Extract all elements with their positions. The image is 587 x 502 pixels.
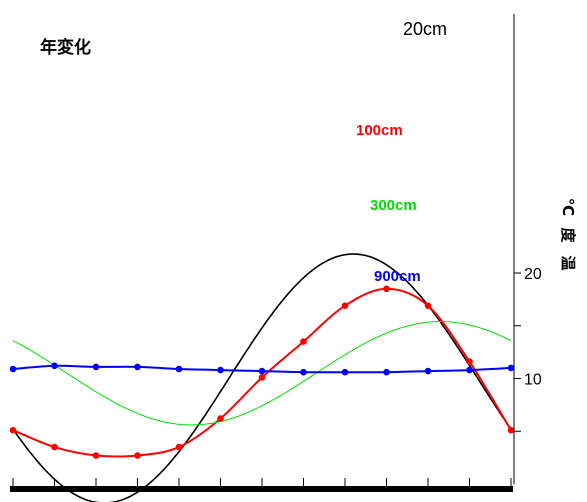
data-point-100cm-12 [507,426,515,434]
series-label-100cm: 100cm [356,122,403,139]
data-point-100cm-3 [134,452,141,459]
y-axis-label: ℃ 度温 [559,198,577,271]
data-point-900cm-11 [466,366,473,374]
data-point-900cm-2 [92,363,100,371]
data-point-900cm-8 [341,368,349,376]
marker-layer [9,285,515,459]
data-point-100cm-0 [9,426,17,434]
data-point-900cm-9 [383,368,390,376]
data-point-900cm-10 [424,367,432,375]
y-tick-label-20: 20 [524,266,542,283]
y-tick-label-10: 10 [524,372,542,389]
data-point-100cm-2 [92,452,100,459]
y-axis-label-char: 度 [559,227,577,243]
chart-title: 年変化 [40,37,91,57]
data-point-900cm-7 [300,368,307,376]
series-label-300cm: 300cm [370,197,417,214]
data-point-900cm-6 [258,367,266,375]
data-point-900cm-3 [134,363,141,371]
data-point-100cm-6 [258,374,266,381]
y-axis-label-char: 温 [559,255,576,270]
x-axis-bar [10,486,513,492]
data-point-900cm-4 [175,365,183,373]
series-line-300cm [12,321,512,426]
data-point-100cm-9 [383,285,390,293]
data-point-900cm-1 [51,362,58,370]
data-point-900cm-5 [217,366,224,374]
y-axis-label-char: ℃ [559,198,576,216]
data-point-100cm-10 [424,302,432,310]
data-point-100cm-8 [341,302,349,310]
x-ticks [10,478,513,492]
data-point-100cm-7 [300,338,307,345]
data-point-100cm-5 [217,415,224,422]
data-point-900cm-0 [9,365,17,373]
data-point-100cm-4 [175,443,183,451]
series-label-900cm: 900cm [374,268,421,285]
data-point-100cm-11 [466,358,473,365]
series-label-layer: 20cm 100cm 300cm 900cm [356,19,447,285]
series-label-20cm: 20cm [403,19,447,39]
data-point-900cm-12 [507,364,515,372]
data-point-100cm-1 [51,443,58,451]
